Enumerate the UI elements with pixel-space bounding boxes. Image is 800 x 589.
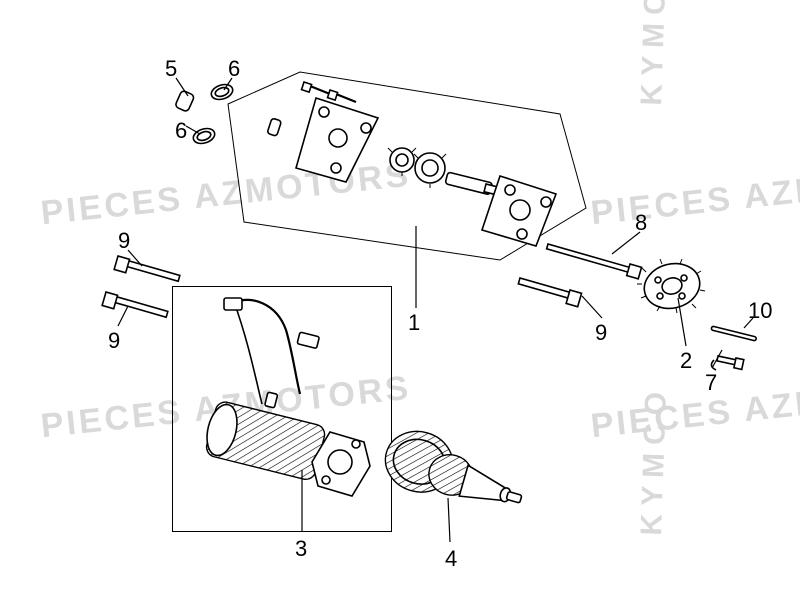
part-oring-top bbox=[209, 82, 234, 102]
part-pin bbox=[711, 326, 757, 341]
callout-1: 1 bbox=[408, 310, 420, 336]
oil-pump-plug bbox=[267, 118, 281, 136]
callout-9: 9 bbox=[595, 320, 607, 346]
callout-8: 8 bbox=[635, 210, 647, 236]
part-flange-bolt-long bbox=[547, 244, 642, 279]
part-flange-bolt-upper-left bbox=[114, 256, 180, 281]
part-plug bbox=[175, 90, 195, 112]
parts-svg bbox=[0, 0, 800, 589]
callout-5: 5 bbox=[165, 56, 177, 82]
callout-4: 4 bbox=[445, 546, 457, 572]
part-starter-motor bbox=[202, 298, 370, 496]
callout-9: 9 bbox=[118, 228, 130, 254]
callout-6: 6 bbox=[175, 118, 187, 144]
callout-2: 2 bbox=[680, 348, 692, 374]
callout-7: 7 bbox=[705, 370, 717, 396]
oil-pump-plate-left bbox=[296, 98, 378, 182]
exploded-diagram: PIECES AZMOTORS PIECES AZMOTORS PIECES A… bbox=[0, 0, 800, 589]
oil-pump-rotor bbox=[388, 148, 446, 188]
part-starter-gear bbox=[378, 424, 531, 521]
oil-pump-shaft bbox=[445, 172, 499, 195]
callout-6: 6 bbox=[228, 56, 240, 82]
part-sprocket bbox=[637, 258, 705, 314]
part-flange-bolt-right bbox=[518, 278, 581, 307]
part-clip bbox=[711, 356, 743, 370]
callout-3: 3 bbox=[295, 536, 307, 562]
part-flange-bolt-lower-left bbox=[102, 292, 168, 317]
part-oring-bottom bbox=[191, 126, 216, 146]
callout-9: 9 bbox=[108, 328, 120, 354]
callout-10: 10 bbox=[748, 298, 772, 324]
oil-pump-screws bbox=[302, 82, 356, 102]
